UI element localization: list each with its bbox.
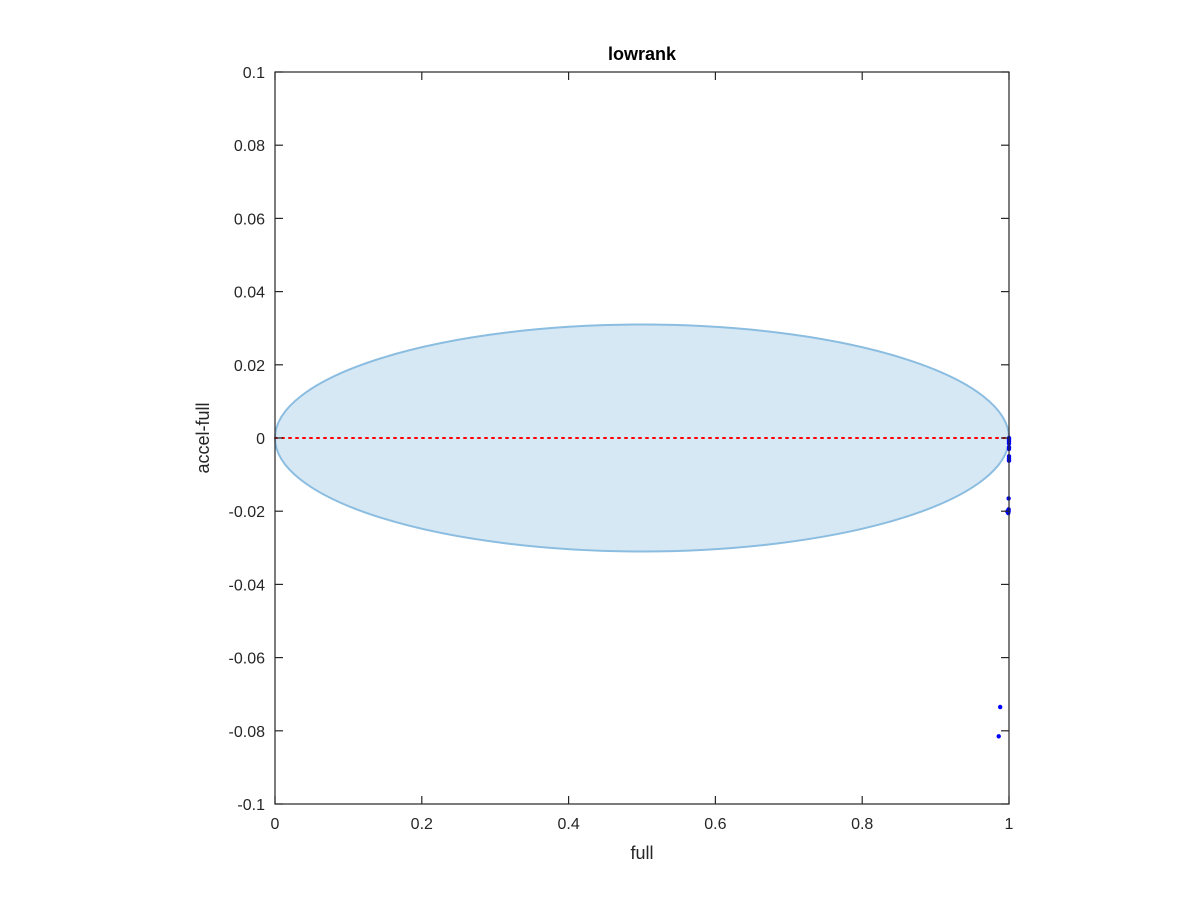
- x-tick-label: 0.8: [851, 816, 873, 833]
- y-tick-label: -0.08: [229, 724, 266, 741]
- y-tick-label: 0.06: [234, 211, 265, 228]
- x-tick-label: 1: [1005, 816, 1014, 833]
- x-tick-label: 0: [271, 816, 280, 833]
- y-tick-label: 0: [256, 431, 265, 448]
- x-tick-label: 0.4: [557, 816, 579, 833]
- y-tick-label: -0.04: [229, 577, 266, 594]
- y-tick-label: 0.1: [243, 65, 265, 82]
- chart-title: lowrank: [608, 44, 677, 64]
- y-tick-label: -0.02: [229, 504, 266, 521]
- y-tick-label: 0.04: [234, 285, 265, 302]
- y-tick-label: 0.08: [234, 138, 265, 155]
- x-tick-label: 0.6: [704, 816, 726, 833]
- y-axis-label: accel-full: [193, 402, 213, 473]
- x-axis-label: full: [630, 843, 653, 863]
- data-point: [997, 704, 1003, 710]
- x-tick-label: 0.2: [411, 816, 433, 833]
- ticks-layer: 0 0.2 0.4 0.6 0.8 1 0.1 0.08 0.06 0.04 0.02 0 -0.02 -…: [229, 65, 1014, 833]
- y-tick-label: 0.02: [234, 358, 265, 375]
- data-point: [996, 734, 1001, 739]
- y-tick-label: -0.1: [237, 797, 265, 814]
- y-tick-label: -0.06: [229, 651, 266, 668]
